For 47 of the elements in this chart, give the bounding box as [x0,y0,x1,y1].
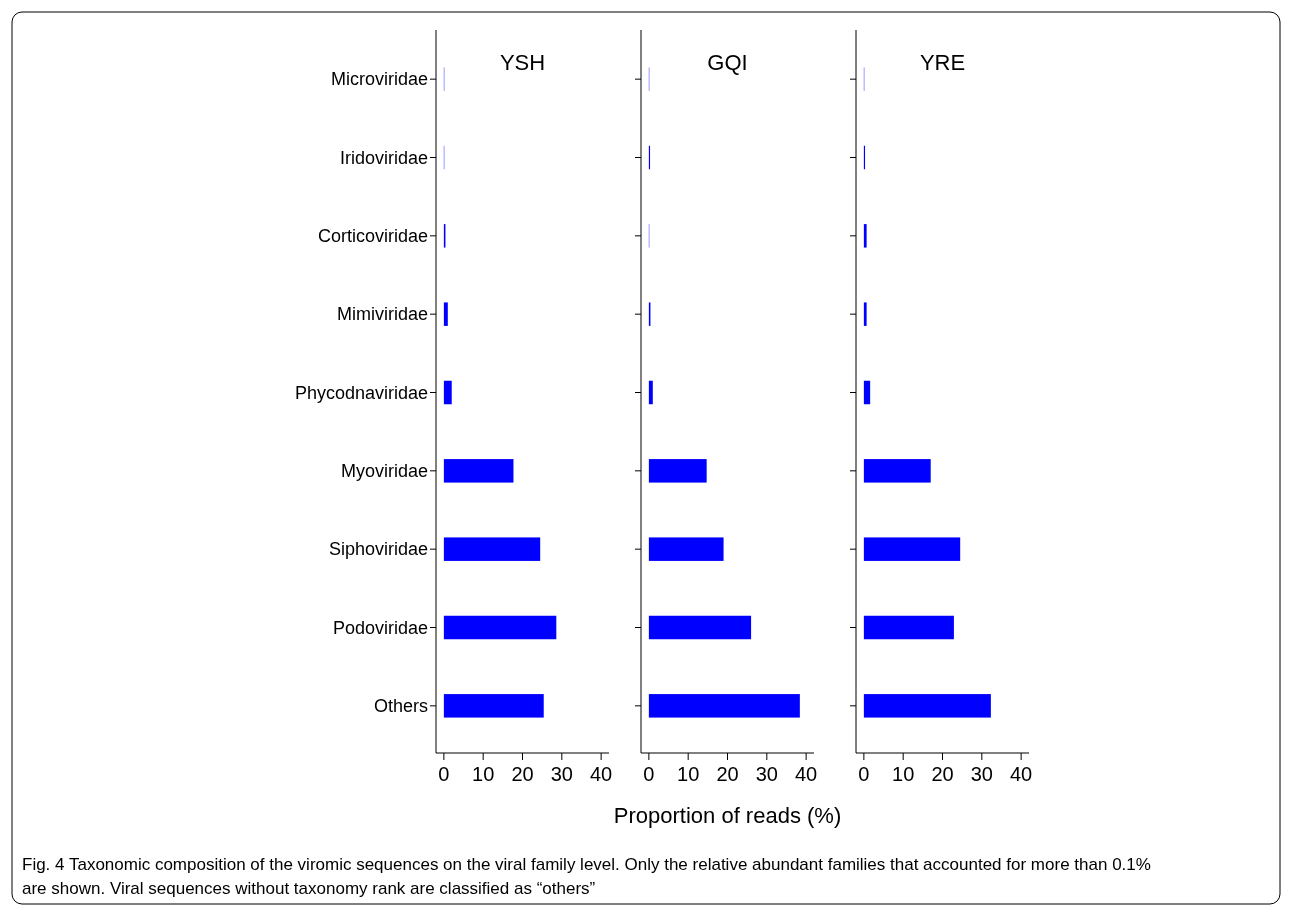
bar [863,224,867,248]
bar [648,694,800,718]
bar [443,459,514,483]
x-tick-label: 0 [438,763,450,785]
y-tick-label: Others [373,696,428,717]
bar [648,380,653,405]
x-tick-label: 0 [643,763,655,785]
bar [648,459,707,483]
bar [443,302,448,326]
y-tick-label: Phycodnaviridae [294,382,428,403]
text: GQI [707,50,748,75]
bar [648,615,752,640]
x-tick-label: 40 [590,763,613,785]
x-tick-label: 10 [892,763,915,785]
x-tick-label: 40 [1010,763,1033,785]
x-tick-label: 20 [716,763,739,785]
bar [443,694,544,718]
y-tick-label: Corticoviridae [317,226,428,247]
y-tick-label: Mimiviridae [336,304,428,325]
x-tick-label: 10 [472,763,495,785]
x-tick-label: 30 [550,763,573,785]
bar [863,694,991,718]
bar [443,537,541,561]
bar [863,380,871,405]
x-tick-label: 40 [795,763,818,785]
y-tick-label: Siphoviridae [328,539,428,560]
x-tick-label: 10 [677,763,700,785]
bar [863,459,931,483]
caption: Fig. 4 Taxonomic composition of the viromic sequences on the viral family level. Only the relative abundant families that accounted for more than 0.1% are shown. Viral sequences without taxonomy rank are classified as “others” [22,855,1151,898]
y-tick-label: Iridoviridae [339,147,428,168]
x-axis-title: Proportion of reads (%) [613,803,842,828]
x-tick-label: 20 [931,763,954,785]
bar [443,615,557,640]
bar [863,615,954,640]
x-tick-label: 30 [755,763,778,785]
y-tick-label: Microviridae [330,69,428,90]
bar [648,537,724,561]
bar [443,380,452,405]
x-tick-label: 20 [511,763,534,785]
y-tick-label: Myoviridae [340,461,428,482]
bar [863,537,961,561]
y-tick-label: Podoviridae [332,617,428,638]
bar [863,302,867,326]
x-tick-label: 0 [858,763,870,785]
text: YSH [499,50,546,75]
text: YRE [919,50,966,75]
x-tick-label: 30 [970,763,993,785]
